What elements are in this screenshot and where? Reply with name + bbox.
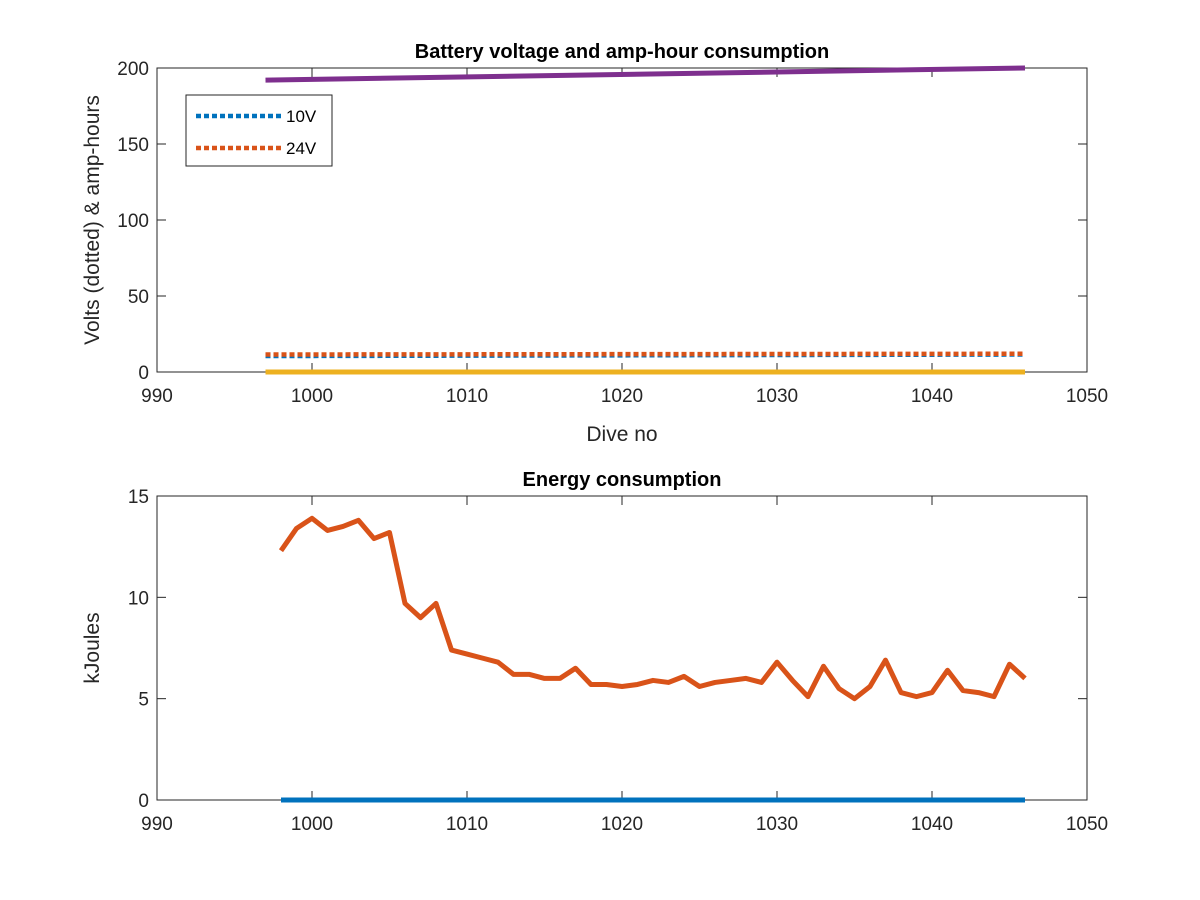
series-line-4: [265, 65, 1026, 83]
series-group: [265, 65, 1026, 375]
x-tick-label: 1010: [446, 814, 488, 835]
y-axis-label: kJoules: [81, 612, 104, 683]
series-line-2: [265, 351, 1026, 357]
y-tick-label: 10: [128, 588, 149, 609]
x-tick-label: 1030: [756, 814, 798, 835]
x-tick-label: 1000: [291, 814, 333, 835]
legend-box: [185, 94, 333, 167]
y-tick-label: 100: [117, 211, 149, 232]
chart-title: Energy consumption: [523, 469, 722, 491]
x-tick-label: 1050: [1066, 386, 1108, 407]
legend-label: 10V: [286, 107, 317, 126]
x-tick-label: 1050: [1066, 814, 1108, 835]
legend-label: 24V: [286, 139, 317, 158]
x-tick-label: 1000: [291, 386, 333, 407]
y-tick-label: 0: [138, 791, 149, 812]
y-tick-label: 0: [138, 363, 149, 384]
series-group: [278, 515, 1027, 803]
x-tick-label: 1020: [601, 386, 643, 407]
series-line-1: [278, 515, 1027, 702]
chart-title: Battery voltage and amp-hour consumption: [415, 41, 829, 63]
legend: 10V 24V: [185, 94, 333, 167]
x-tick-label: 1020: [601, 814, 643, 835]
y-tick-label: 200: [117, 59, 149, 80]
plot-area: [156, 495, 1088, 801]
y-axis-label: Volts (dotted) & amp-hours: [81, 95, 104, 345]
y-tick-label: 15: [128, 487, 149, 508]
x-tick-label: 990: [141, 814, 173, 835]
chart-2: 990 1000 1010 1020 1030 1040 1050 0 5 10 15 Energy …: [81, 469, 1108, 835]
y-tick-label: 50: [128, 287, 149, 308]
x-tick-label: 990: [141, 386, 173, 407]
x-tick-label: 1040: [911, 386, 953, 407]
x-tick-label: 1030: [756, 386, 798, 407]
x-tick-label: 1010: [446, 386, 488, 407]
x-axis-label: Dive no: [586, 423, 657, 446]
y-tick-label: 150: [117, 135, 149, 156]
x-tick-label: 1040: [911, 814, 953, 835]
y-tick-label: 5: [138, 690, 149, 711]
chart-1: 990 1000 1010 1020 1030 1040 1050 0 50 100 150 200 B…: [81, 41, 1108, 446]
